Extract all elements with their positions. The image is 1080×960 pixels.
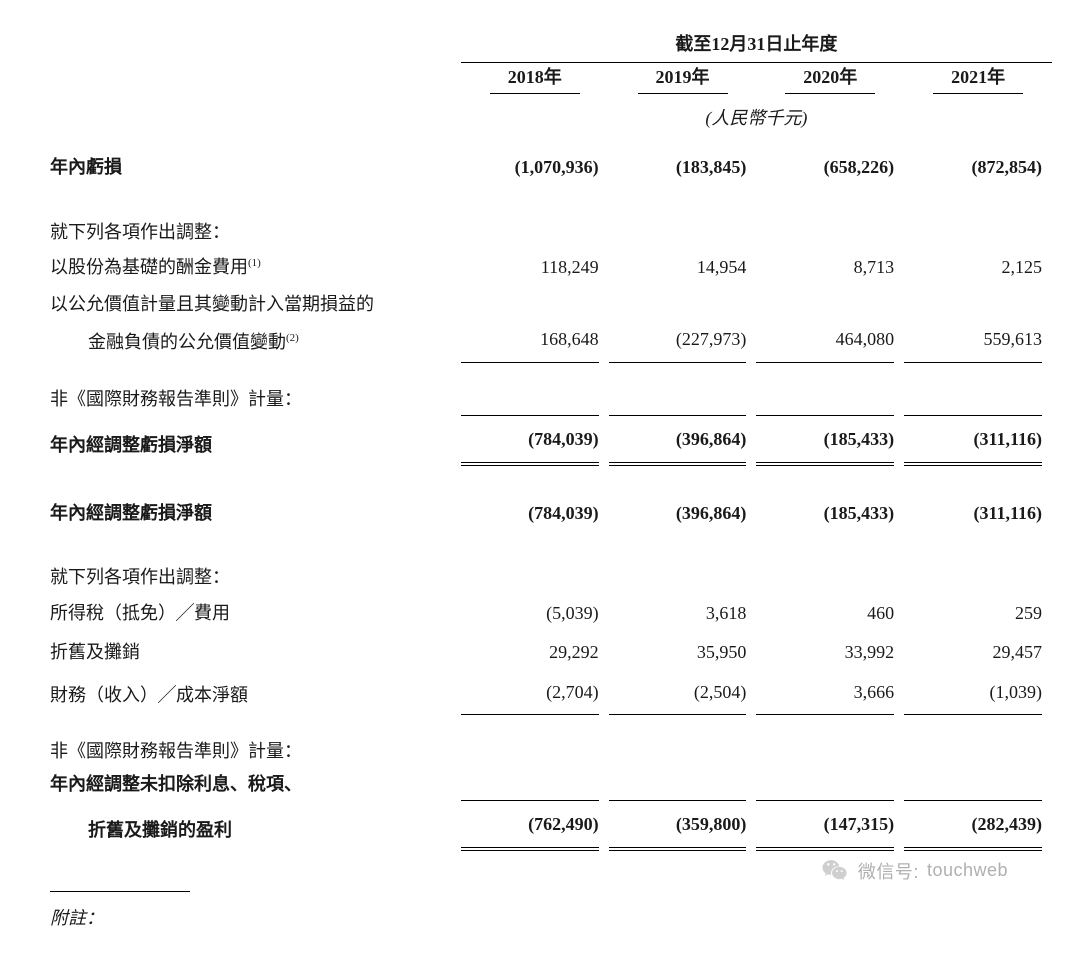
val-2021: (311,116) (904, 415, 1052, 466)
row-fv-change: 金融負債的公允價值變動(2) 168,648 (227,973) 464,080… (50, 320, 1052, 363)
label: 年內虧損 (50, 148, 461, 188)
row-share-based-comp: 以股份為基礎的酬金費用(1) 118,249 14,954 8,713 2,12… (50, 248, 1052, 288)
row-adjustments-header-1: 就下列各項作出調整： (50, 216, 1052, 248)
year-col-2021: 2021年 (904, 63, 1052, 99)
val-2018: (762,490) (461, 800, 609, 851)
val-2018: (784,039) (461, 415, 609, 466)
label: 金融負債的公允價值變動(2) (50, 320, 461, 363)
row-fv-line1: 以公允價值計量且其變動計入當期損益的 (50, 288, 1052, 320)
val-2020: 33,992 (756, 633, 904, 673)
year-col-2019: 2019年 (609, 63, 757, 99)
val-2019: (2,504) (609, 673, 757, 716)
val-2020: 3,666 (756, 673, 904, 716)
val-2018: (2,704) (461, 673, 609, 716)
val-2021: (872,854) (904, 148, 1052, 188)
label: 就下列各項作出調整： (50, 561, 461, 593)
val-2018: 29,292 (461, 633, 609, 673)
val-2021: (1,039) (904, 673, 1052, 716)
year-header-row: 2018年 2019年 2020年 2021年 (50, 63, 1052, 99)
val-2019: (183,845) (609, 148, 757, 188)
label: 就下列各項作出調整： (50, 216, 461, 248)
row-adjustments-header-2: 就下列各項作出調整： (50, 561, 1052, 593)
row-finance-net: 財務（收入）╱成本淨額 (2,704) (2,504) 3,666 (1,039… (50, 673, 1052, 716)
val-2021: 559,613 (904, 320, 1052, 363)
financial-table: 截至12月31日止年度 2018年 2019年 2020年 2021年 (人民幣… (50, 30, 1052, 851)
row-adjusted-loss-2: 年內經調整虧損淨額 (784,039) (396,864) (185,433) … (50, 494, 1052, 534)
val-2021: (282,439) (904, 800, 1052, 851)
wechat-icon (820, 856, 850, 886)
label: 年內經調整未扣除利息、稅項、 (50, 768, 461, 800)
unit-row: (人民幣千元) (50, 98, 1052, 148)
val-2018: 118,249 (461, 248, 609, 288)
row-non-ifrs-1: 非《國際財務報告準則》計量： (50, 383, 1052, 415)
val-2019: (359,800) (609, 800, 757, 851)
label: 折舊及攤銷 (50, 633, 461, 673)
label: 財務（收入）╱成本淨額 (50, 673, 461, 716)
year-col-2020: 2020年 (756, 63, 904, 99)
period-header-row: 截至12月31日止年度 (50, 30, 1052, 63)
label: 年內經調整虧損淨額 (50, 415, 461, 466)
label: 以股份為基礎的酬金費用(1) (50, 248, 461, 288)
val-2020: (658,226) (756, 148, 904, 188)
val-2018: (1,070,936) (461, 148, 609, 188)
label: 非《國際財務報告準則》計量： (50, 735, 461, 767)
val-2018: (784,039) (461, 494, 609, 534)
row-adjusted-ebitda: 折舊及攤銷的盈利 (762,490) (359,800) (147,315) (… (50, 800, 1052, 851)
val-2021: (311,116) (904, 494, 1052, 534)
val-2019: 35,950 (609, 633, 757, 673)
footnote-label: 附註： (50, 904, 1052, 930)
val-2021: 2,125 (904, 248, 1052, 288)
val-2020: 464,080 (756, 320, 904, 363)
val-2019: (396,864) (609, 415, 757, 466)
row-depreciation: 折舊及攤銷 29,292 35,950 33,992 29,457 (50, 633, 1052, 673)
wechat-watermark: 微信号: touchweb (820, 856, 1008, 886)
period-title: 截至12月31日止年度 (461, 30, 1052, 63)
val-2019: (396,864) (609, 494, 757, 534)
val-2018: 168,648 (461, 320, 609, 363)
label: 年內經調整虧損淨額 (50, 494, 461, 534)
val-2020: (185,433) (756, 494, 904, 534)
val-2020: (185,433) (756, 415, 904, 466)
footnote-divider (50, 891, 190, 892)
val-2019: (227,973) (609, 320, 757, 363)
unit-label: (人民幣千元) (461, 98, 1052, 148)
watermark-prefix: 微信号: (858, 858, 919, 884)
watermark-id: touchweb (927, 860, 1008, 881)
row-income-tax: 所得稅（抵免）╱費用 (5,039) 3,618 460 259 (50, 594, 1052, 634)
row-adjusted-loss-1: 年內經調整虧損淨額 (784,039) (396,864) (185,433) … (50, 415, 1052, 466)
label: 以公允價值計量且其變動計入當期損益的 (50, 288, 461, 320)
row-ebitda-l1: 年內經調整未扣除利息、稅項、 (50, 768, 1052, 800)
val-2021: 29,457 (904, 633, 1052, 673)
val-2020: 8,713 (756, 248, 904, 288)
val-2019: 3,618 (609, 594, 757, 634)
val-2020: (147,315) (756, 800, 904, 851)
row-loss-for-year: 年內虧損 (1,070,936) (183,845) (658,226) (87… (50, 148, 1052, 188)
val-2020: 460 (756, 594, 904, 634)
val-2018: (5,039) (461, 594, 609, 634)
val-2021: 259 (904, 594, 1052, 634)
row-non-ifrs-2: 非《國際財務報告準則》計量： (50, 735, 1052, 767)
year-col-2018: 2018年 (461, 63, 609, 99)
label: 非《國際財務報告準則》計量： (50, 383, 461, 415)
val-2019: 14,954 (609, 248, 757, 288)
label: 折舊及攤銷的盈利 (50, 800, 461, 851)
label: 所得稅（抵免）╱費用 (50, 594, 461, 634)
